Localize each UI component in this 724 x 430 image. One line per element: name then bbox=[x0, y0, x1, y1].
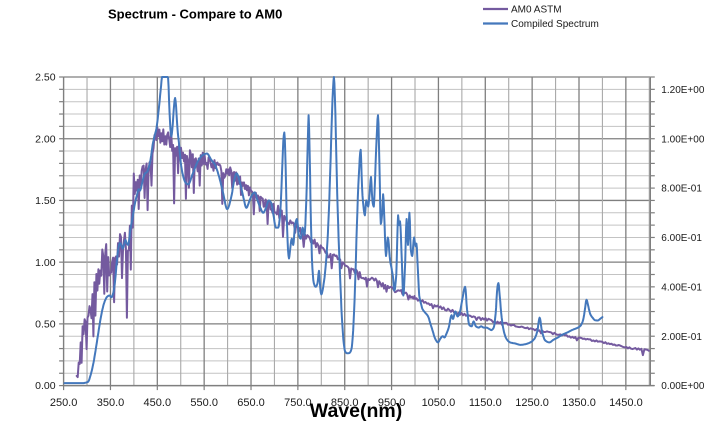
svg-text:6.00E-01: 6.00E-01 bbox=[661, 233, 702, 244]
svg-text:Spectrum - Compare to AM0: Spectrum - Compare to AM0 bbox=[108, 7, 282, 22]
svg-text:550.0: 550.0 bbox=[190, 397, 218, 409]
svg-text:650.0: 650.0 bbox=[237, 397, 265, 409]
svg-text:1.00: 1.00 bbox=[35, 257, 56, 269]
svg-text:350.0: 350.0 bbox=[97, 397, 125, 409]
svg-text:250.0: 250.0 bbox=[50, 397, 78, 409]
svg-text:1150.0: 1150.0 bbox=[469, 397, 502, 409]
svg-text:450.0: 450.0 bbox=[144, 397, 172, 409]
svg-text:1.00E+00: 1.00E+00 bbox=[661, 134, 705, 145]
svg-text:2.00E-01: 2.00E-01 bbox=[661, 332, 702, 343]
svg-text:750.0: 750.0 bbox=[284, 397, 312, 409]
svg-text:0.00E+00: 0.00E+00 bbox=[661, 381, 705, 392]
svg-text:1050.0: 1050.0 bbox=[422, 397, 456, 409]
svg-text:0.00: 0.00 bbox=[35, 380, 56, 392]
svg-text:2.00: 2.00 bbox=[35, 133, 56, 145]
svg-text:4.00E-01: 4.00E-01 bbox=[661, 282, 702, 293]
svg-text:1450.0: 1450.0 bbox=[609, 397, 643, 409]
svg-text:AM0 ASTM: AM0 ASTM bbox=[511, 5, 562, 16]
svg-text:1250.0: 1250.0 bbox=[515, 397, 549, 409]
svg-text:Wave(nm): Wave(nm) bbox=[310, 400, 402, 422]
svg-text:8.00E-01: 8.00E-01 bbox=[661, 184, 702, 195]
svg-text:2.50: 2.50 bbox=[35, 72, 56, 84]
svg-text:950.0: 950.0 bbox=[378, 397, 406, 409]
svg-text:0.50: 0.50 bbox=[35, 319, 56, 331]
svg-text:1.20E+00: 1.20E+00 bbox=[661, 85, 705, 96]
svg-text:850.0: 850.0 bbox=[331, 397, 359, 409]
svg-text:1350.0: 1350.0 bbox=[562, 397, 596, 409]
svg-text:1.50: 1.50 bbox=[35, 195, 56, 207]
svg-text:Compiled Spectrum: Compiled Spectrum bbox=[511, 19, 599, 30]
